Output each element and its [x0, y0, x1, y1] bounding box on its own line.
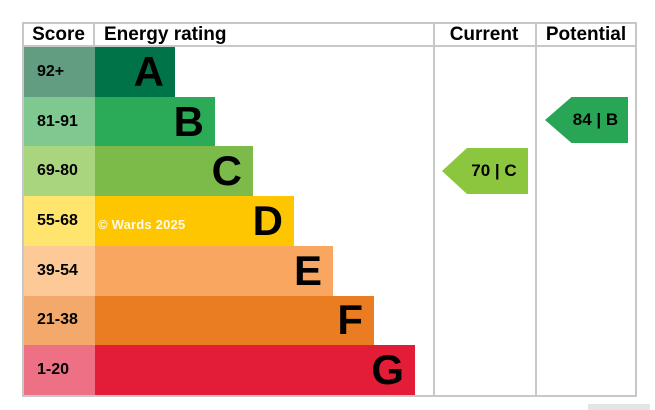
rating-bar-e: E	[95, 245, 333, 296]
bottom-right-artifact	[588, 404, 650, 410]
band-row-c: 69-80 C	[24, 146, 635, 197]
header-energy-rating-label: Energy rating	[104, 23, 227, 45]
score-range-e: 39-54	[24, 245, 95, 296]
band-row-e: 39-54 E	[24, 245, 635, 296]
rating-bar-b: B	[95, 96, 215, 147]
rating-bands: 92+ A 81-91 B 69-80 C 55-68 D 39-54 E 21…	[24, 47, 635, 396]
rating-bar-d: D	[95, 196, 294, 246]
score-range-d: 55-68	[24, 196, 95, 246]
band-row-g: 1-20 G	[24, 345, 635, 396]
score-range-b: 81-91	[24, 96, 95, 147]
rating-bar-f: F	[95, 295, 374, 346]
wards-watermark: © Wards 2025	[98, 217, 186, 232]
potential-column-divider	[535, 24, 537, 395]
band-row-d: 55-68 D	[24, 196, 635, 246]
rating-bar-c: C	[95, 146, 253, 197]
current-column-divider	[433, 24, 435, 395]
band-row-f: 21-38 F	[24, 295, 635, 346]
band-row-b: 81-91 B	[24, 96, 635, 147]
table-border	[22, 22, 637, 397]
score-column-divider	[93, 24, 95, 45]
header-current-label: Current	[449, 23, 519, 45]
header-divider-line	[22, 45, 637, 47]
score-range-f: 21-38	[24, 295, 95, 346]
header-potential-label: Potential	[545, 23, 627, 45]
score-range-a: 92+	[24, 47, 95, 97]
band-row-a: 92+ A	[24, 47, 635, 97]
rating-bar-g: G	[95, 345, 415, 396]
rating-bar-a: A	[95, 47, 175, 97]
score-range-c: 69-80	[24, 146, 95, 197]
score-range-g: 1-20	[24, 345, 95, 396]
header-score-label: Score	[32, 23, 85, 45]
